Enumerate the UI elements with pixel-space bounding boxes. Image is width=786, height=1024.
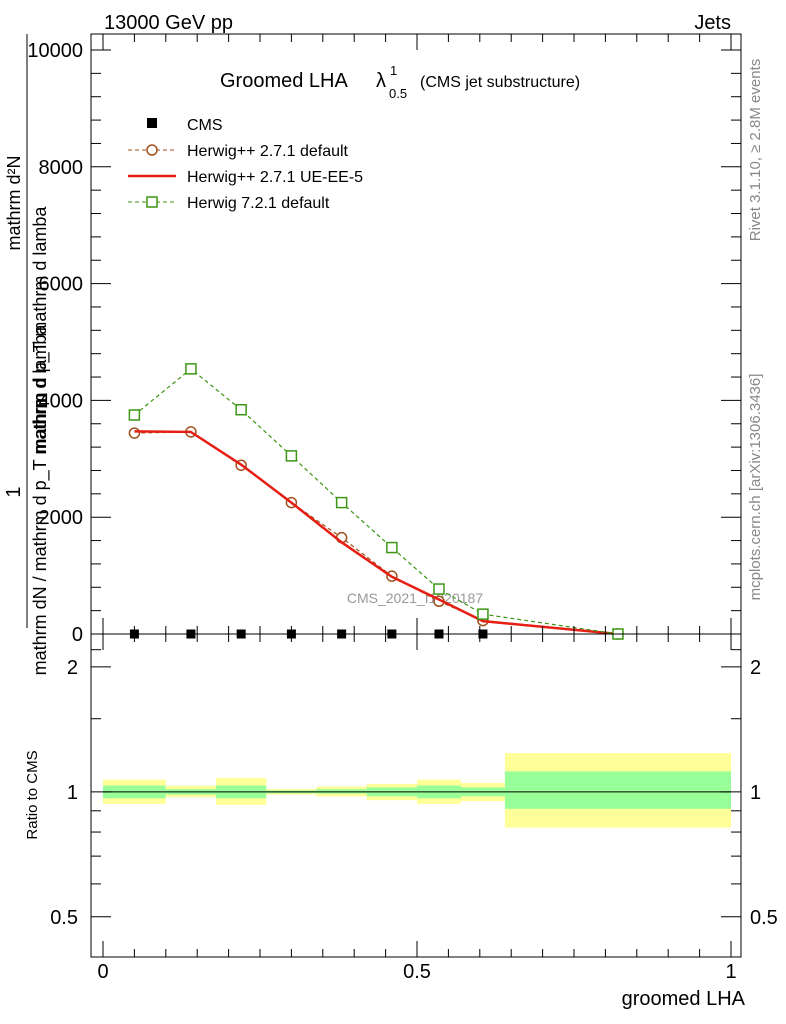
y-tick-label: 6000 [39, 274, 84, 296]
series-point-3 [477, 608, 489, 620]
series-point-3 [285, 450, 298, 462]
title-main-text: Groomed LHA [220, 70, 348, 92]
x-tick-label: 0.5 [403, 961, 431, 983]
mcplots-source-label: mcplots.cern.ch [arXiv:1306.3436] [747, 374, 764, 601]
y-tick-label: 8000 [39, 157, 84, 179]
series-point-3 [386, 541, 398, 554]
ratio-ylabel: Ratio to CMS [24, 750, 41, 839]
title-superscript: 1 [390, 63, 397, 78]
ratio-y-tick-label: 1 [67, 782, 78, 804]
x-tick-label: 0 [97, 961, 108, 983]
rivet-version-label: Rivet 3.1.10, ≥ 2.8M events [747, 59, 764, 242]
title-suffix: (CMS jet substructure) [420, 74, 580, 91]
main-ylabel: 1 mathrm d²N mathrm d p_T mathrm d lamba… [3, 34, 51, 675]
legend-label-herwig7-default: Herwig 7.2.1 default [187, 195, 330, 212]
series-point-3 [433, 583, 445, 595]
ylabel-frac-den: mathrm d p_T mathrm d lamba [30, 206, 51, 454]
ylabel-frac-num: mathrm d²N [4, 155, 24, 250]
main-axes: 0 2000 4000 6000 8000 10000 [27, 34, 741, 646]
series-point-3 [185, 363, 197, 375]
energy-label: 13000 GeV pp [104, 12, 233, 34]
series-point-3 [235, 403, 247, 416]
legend-marker-cms [147, 118, 157, 128]
ratio-y-tick-label-right: 0.5 [750, 907, 778, 929]
legend-marker-herwigpp-default [146, 144, 158, 156]
y-tick-label: 2000 [39, 507, 84, 529]
series-line-2 [134, 430, 619, 636]
category-label: Jets [694, 12, 731, 34]
y-tick-label: 4000 [39, 390, 84, 412]
title-lambda-symbol: λ [376, 70, 386, 92]
main-series-group [128, 363, 624, 640]
ylabel-top: 1 [3, 486, 25, 497]
y-tick-label: 0 [72, 624, 83, 646]
ratio-axes: 0.5 0.5 1 1 2 2 0 0.5 1 [50, 634, 778, 983]
ratio-band-inner [504, 771, 731, 809]
legend: CMS Herwig++ 2.7.1 default Herwig++ 2.7.… [128, 117, 363, 212]
title-subscript: 0.5 [389, 86, 407, 101]
main-title: Groomed LHA λ 1 0.5 (CMS jet substructur… [220, 63, 580, 101]
ratio-plot-area [103, 753, 731, 828]
legend-label-cms: CMS [187, 117, 223, 134]
ratio-y-tick-label: 0.5 [50, 907, 78, 929]
series-point-1 [128, 427, 141, 439]
legend-label-herwigpp-ueee5: Herwig++ 2.7.1 UE-EE-5 [187, 169, 363, 186]
analysis-watermark: CMS_2021_I1920187 [347, 590, 483, 606]
series-point-3 [335, 496, 348, 509]
ratio-y-tick-label: 2 [67, 657, 78, 679]
xlabel: groomed LHA [622, 988, 746, 1010]
y-tick-label: 10000 [27, 40, 83, 62]
ratio-plot-frame [90, 633, 742, 958]
legend-label-herwigpp-default: Herwig++ 2.7.1 default [187, 143, 349, 160]
x-tick-label: 1 [725, 961, 736, 983]
series-point-3 [128, 409, 141, 421]
ratio-y-tick-label-right: 1 [750, 782, 761, 804]
legend-marker-herwig7-default [146, 196, 158, 208]
ylabel-left: mathrm dN / mathrm d p_T mathrm d lamba [30, 324, 51, 676]
ratio-y-tick-label-right: 2 [750, 657, 761, 679]
